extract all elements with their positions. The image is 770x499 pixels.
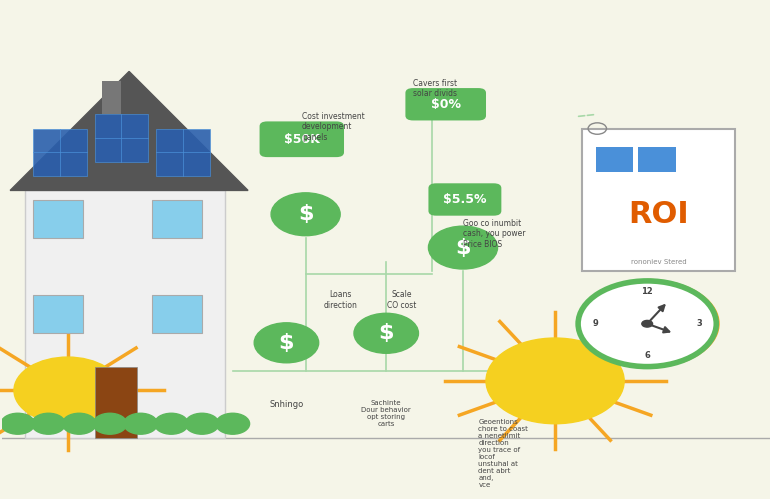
Text: 9: 9 bbox=[592, 319, 598, 328]
Circle shape bbox=[578, 281, 716, 367]
Circle shape bbox=[32, 413, 65, 434]
Circle shape bbox=[354, 313, 418, 353]
Text: Sachinte
Dour behavior
opt storing
carts: Sachinte Dour behavior opt storing carts bbox=[361, 400, 411, 427]
Circle shape bbox=[1, 413, 35, 434]
FancyBboxPatch shape bbox=[95, 114, 149, 162]
Circle shape bbox=[428, 226, 497, 269]
Circle shape bbox=[216, 413, 249, 434]
Circle shape bbox=[486, 338, 624, 424]
Wedge shape bbox=[648, 279, 720, 363]
FancyBboxPatch shape bbox=[582, 129, 735, 271]
FancyBboxPatch shape bbox=[33, 295, 83, 333]
Circle shape bbox=[93, 413, 127, 434]
FancyBboxPatch shape bbox=[33, 129, 87, 176]
Circle shape bbox=[185, 413, 219, 434]
FancyBboxPatch shape bbox=[102, 81, 122, 114]
Text: 6: 6 bbox=[644, 351, 650, 360]
Text: Goo co inumbit
cash, you power
Price BIOS: Goo co inumbit cash, you power Price BIO… bbox=[463, 219, 525, 249]
FancyBboxPatch shape bbox=[406, 88, 486, 120]
FancyBboxPatch shape bbox=[156, 129, 209, 176]
Text: $: $ bbox=[455, 238, 470, 257]
Text: $: $ bbox=[298, 204, 313, 224]
Circle shape bbox=[254, 323, 319, 363]
Text: $50K: $50K bbox=[284, 133, 320, 146]
FancyBboxPatch shape bbox=[152, 295, 202, 333]
Polygon shape bbox=[10, 71, 248, 191]
Text: ROI: ROI bbox=[628, 200, 689, 229]
FancyBboxPatch shape bbox=[638, 147, 675, 172]
Text: Scale
CO cost: Scale CO cost bbox=[387, 290, 417, 310]
Text: Snhingo: Snhingo bbox=[270, 400, 303, 409]
Circle shape bbox=[155, 413, 188, 434]
FancyBboxPatch shape bbox=[95, 367, 137, 438]
Text: $0%: $0% bbox=[430, 98, 460, 111]
FancyBboxPatch shape bbox=[152, 200, 202, 238]
Text: $: $ bbox=[279, 333, 294, 353]
Circle shape bbox=[124, 413, 158, 434]
FancyBboxPatch shape bbox=[428, 183, 501, 216]
Text: $: $ bbox=[379, 323, 394, 343]
Text: Loans
direction: Loans direction bbox=[323, 290, 357, 310]
Text: rononiev Stered: rononiev Stered bbox=[631, 259, 687, 265]
Text: Geoentions
chore to coast
a nenetilmit
direction
you trace of
locof
unstuhal at
: Geoentions chore to coast a nenetilmit d… bbox=[478, 419, 528, 488]
Text: Cavers first
solar divids: Cavers first solar divids bbox=[413, 78, 457, 98]
Text: 12: 12 bbox=[641, 287, 653, 296]
Circle shape bbox=[642, 320, 652, 327]
Circle shape bbox=[271, 193, 340, 236]
FancyBboxPatch shape bbox=[25, 191, 225, 438]
Text: 3: 3 bbox=[696, 319, 702, 328]
Text: $5.5%: $5.5% bbox=[444, 193, 487, 206]
Circle shape bbox=[14, 357, 122, 424]
Text: Cost investment
development
panels: Cost investment development panels bbox=[302, 112, 364, 142]
FancyBboxPatch shape bbox=[259, 121, 344, 157]
FancyBboxPatch shape bbox=[596, 147, 634, 172]
FancyBboxPatch shape bbox=[33, 200, 83, 238]
Circle shape bbox=[62, 413, 96, 434]
